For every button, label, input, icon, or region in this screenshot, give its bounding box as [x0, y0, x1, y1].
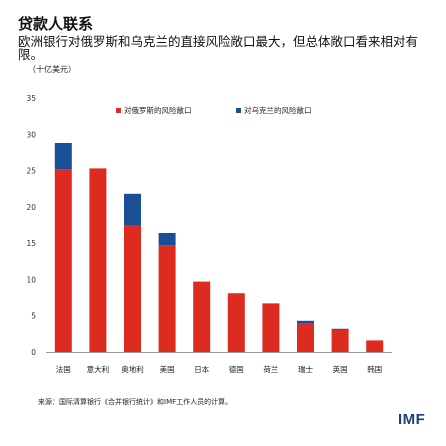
x-tick-label: 英国	[333, 364, 348, 374]
bar-ukraine-exposure	[297, 320, 314, 324]
y-tick-label: 10	[26, 275, 36, 284]
source-note: 来源：国际清算银行《合并银行统计》和IMF工作人员的计算。	[38, 398, 233, 406]
x-tick-label: 韩国	[367, 364, 382, 374]
bar-russia-exposure	[54, 169, 72, 352]
bar-russia-exposure	[262, 303, 280, 352]
y-tick-label: 30	[26, 130, 36, 139]
bar-russia-exposure	[366, 340, 384, 352]
bar-russia-exposure	[297, 323, 314, 352]
bar-ukraine-exposure	[54, 142, 72, 170]
bar-ukraine-exposure	[158, 232, 176, 246]
x-tick-label: 瑞士	[298, 364, 313, 374]
x-tick-label: 意大利	[87, 364, 110, 374]
legend-swatch-russia	[116, 108, 121, 113]
chart-subtitle: 欧洲银行对俄罗斯和乌克兰的直接风险敞口最大，但总体敞口看来相对有限。	[18, 34, 419, 62]
x-tick-label: 德国	[229, 364, 244, 374]
bar-russia-exposure	[193, 281, 211, 352]
bar-russia-exposure	[158, 245, 176, 352]
y-tick-label: 5	[31, 312, 36, 321]
bar-russia-exposure	[227, 293, 245, 352]
y-tick-label: 20	[26, 203, 36, 212]
x-tick-label: 奥地利	[121, 364, 144, 374]
bar-ukraine-exposure	[124, 193, 141, 225]
legend-label-russia: 对俄罗斯的风险敞口	[124, 105, 192, 115]
chart-title: 贷款人联系	[18, 15, 94, 33]
bar-ukraine-exposure	[331, 328, 349, 330]
x-tick-label: 荷兰	[263, 364, 278, 374]
bar-russia-exposure	[331, 329, 349, 352]
x-tick-label: 日本	[194, 364, 209, 374]
y-tick-label: 25	[26, 167, 36, 176]
bar-russia-exposure	[89, 168, 107, 352]
y-tick-label: 0	[31, 348, 36, 357]
y-tick-label: 35	[26, 94, 36, 103]
y-tick-label: 15	[26, 239, 36, 248]
bar-russia-exposure	[124, 225, 141, 352]
y-axis-unit-label: （十亿美元）	[28, 65, 76, 74]
x-tick-label: 法国	[56, 364, 71, 374]
imf-logo: IMF	[398, 411, 426, 428]
legend-swatch-ukraine	[236, 108, 241, 113]
x-tick-label: 美国	[160, 364, 175, 374]
legend-label-ukraine: 对乌克兰的风险敞口	[244, 105, 312, 115]
